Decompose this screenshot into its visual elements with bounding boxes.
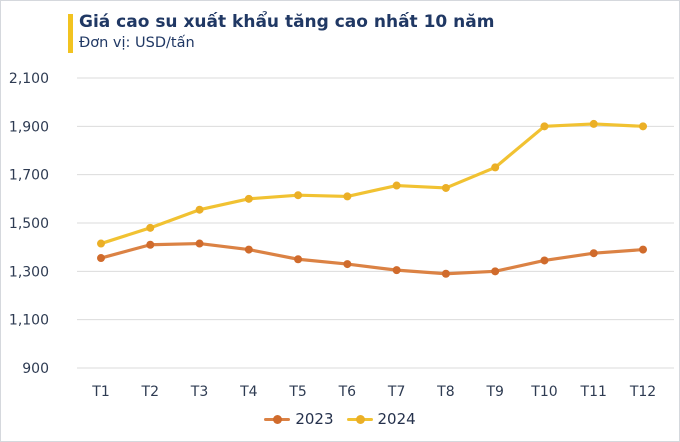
series-2024-line	[99, 122, 645, 246]
series-2023-marker	[392, 266, 401, 275]
y-tick-label: 1,700	[9, 168, 49, 184]
series-2023-marker	[441, 269, 450, 278]
x-tick-label: T9	[485, 384, 503, 400]
y-tick-label: 1,500	[9, 216, 49, 232]
legend-label: 2024	[377, 410, 416, 428]
y-tick-label: 2,100	[9, 71, 49, 87]
chart-unit-subtitle: Đơn vị: USD/tấn	[79, 35, 195, 51]
series-2023-marker	[244, 245, 253, 254]
x-tick-label: T11	[580, 384, 607, 400]
series-2023-marker	[97, 254, 105, 263]
series-2023-line	[99, 241, 645, 276]
x-tick-label: T4	[239, 384, 258, 400]
legend-item-2023: 2023	[264, 410, 334, 428]
series-2023-marker	[491, 267, 500, 276]
series-2024-marker	[146, 223, 155, 232]
y-tick-label: 900	[22, 361, 49, 377]
y-tick-label: 1,900	[9, 119, 49, 135]
series-2024-marker	[343, 192, 352, 201]
series-2024-marker	[589, 119, 598, 128]
title-accent-bar	[68, 14, 73, 53]
x-tick-label: T3	[190, 384, 208, 400]
legend-line-dot-icon	[264, 414, 291, 424]
legend-item-2024: 2024	[346, 410, 416, 428]
series-2023-marker	[195, 239, 204, 248]
series-2024-marker	[294, 191, 303, 200]
series-2024-marker	[97, 239, 105, 248]
series-2023-marker	[540, 256, 549, 265]
x-tick-label: T6	[338, 384, 357, 400]
series-2024-marker	[639, 122, 647, 131]
y-tick-label: 1,300	[9, 264, 49, 280]
series-2024-marker	[441, 183, 450, 192]
series-2024-marker	[195, 205, 204, 214]
legend-label: 2023	[295, 410, 334, 428]
x-tick-label: T7	[387, 384, 405, 400]
legend-line-dot-icon	[346, 414, 373, 424]
series-2023-marker	[639, 245, 647, 254]
x-tick-label: T2	[141, 384, 159, 400]
series-2023-marker	[589, 249, 598, 258]
chart-title: Giá cao su xuất khẩu tăng cao nhất 10 nă…	[79, 12, 495, 32]
x-tick-label: T12	[629, 384, 656, 400]
series-2024-marker	[392, 181, 401, 190]
series-2023-marker	[294, 255, 303, 264]
x-tick-label: T1	[91, 384, 109, 400]
x-tick-label: T10	[530, 384, 557, 400]
series-2024-marker	[540, 122, 549, 131]
series-2024-marker	[244, 194, 253, 203]
y-tick-label: 1,100	[9, 313, 49, 329]
series-2023-marker	[343, 260, 352, 269]
chart-legend: 2023 2024	[1, 410, 679, 428]
series-2024-marker	[491, 163, 500, 172]
x-tick-label: T8	[436, 384, 454, 400]
series-2023-marker	[146, 240, 155, 249]
x-tick-label: T5	[288, 384, 306, 400]
